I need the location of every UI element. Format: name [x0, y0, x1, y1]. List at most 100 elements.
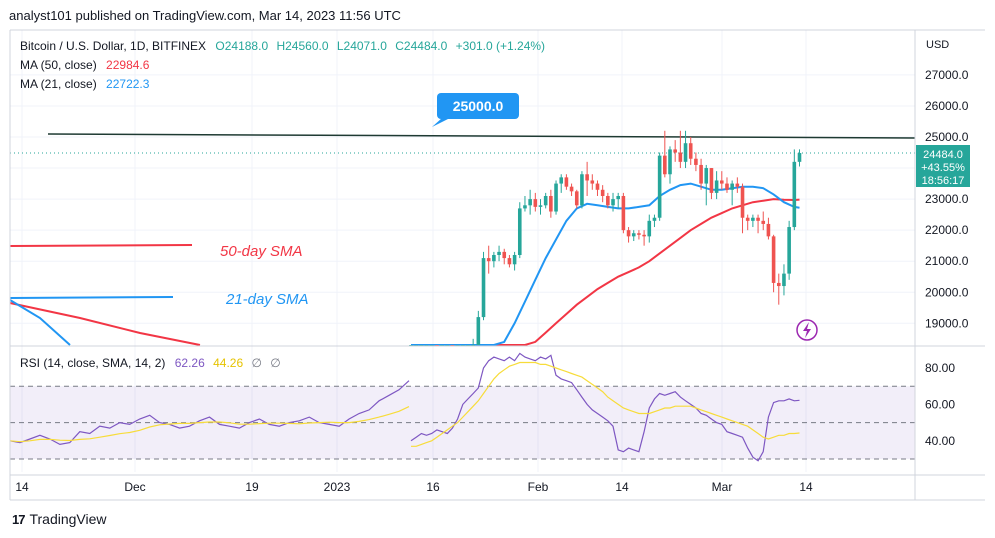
candle-body — [704, 168, 709, 184]
candle-body — [756, 217, 760, 221]
candle-body — [512, 254, 517, 265]
candle-body — [564, 177, 569, 187]
candle-body — [585, 174, 589, 181]
candle-body — [595, 183, 600, 190]
candle-body — [652, 217, 657, 221]
candle-body — [580, 174, 584, 206]
candle-body — [771, 236, 776, 283]
last-price-change: +43.55% — [921, 162, 965, 174]
candle-body — [523, 205, 527, 209]
candle-body — [631, 233, 636, 237]
rsi-value: 62.26 — [174, 356, 205, 370]
candle-body — [600, 189, 605, 196]
candle-body — [720, 180, 724, 184]
candle-body — [766, 223, 771, 237]
candle-body — [517, 208, 522, 255]
rsi-legend[interactable]: RSI (14, close, SMA, 14, 2) 62.26 44.26 … — [20, 356, 281, 370]
empty-indicator-1: ∅ — [251, 356, 262, 370]
candle-body — [782, 273, 786, 287]
price-tick-label: 21000.0 — [925, 254, 969, 268]
sma50-annotation: 50-day SMA — [220, 243, 303, 260]
candle-body — [559, 177, 564, 184]
candle-body — [497, 251, 501, 255]
last-price-tag: 24484.0 +43.55% 18:56:17 — [916, 145, 970, 187]
candle-body — [657, 155, 662, 218]
candle-body — [647, 220, 652, 237]
ma21-legend[interactable]: MA (21, close) 22722.3 — [20, 77, 149, 91]
candle-body — [606, 195, 610, 206]
rsi-sma-line-early — [9, 406, 410, 443]
time-tick-label: 14 — [615, 480, 629, 494]
time-tick-label: 14 — [799, 480, 813, 494]
rsi-tick-label: 40.00 — [925, 434, 955, 448]
price-tick-label: 25000.0 — [925, 130, 969, 144]
candle-body — [507, 258, 512, 265]
resistance-value: 25000.0 — [453, 98, 504, 114]
candle-body — [616, 195, 620, 200]
rsi-tick-label: 60.00 — [925, 397, 955, 411]
candle-body — [543, 195, 548, 206]
footer-brand[interactable]: 17 TradingView — [12, 511, 107, 527]
candle-body — [637, 233, 641, 235]
price-tick-label: 22000.0 — [925, 223, 969, 237]
price-tick-label: 23000.0 — [925, 192, 969, 206]
candle-body — [590, 180, 595, 184]
candle-body — [642, 234, 646, 237]
time-tick-label: Mar — [712, 480, 733, 494]
currency-label: USD — [926, 39, 949, 51]
candle-body — [730, 183, 734, 190]
candle-body — [574, 191, 579, 206]
price-tick-label: 27000.0 — [925, 68, 969, 82]
candle-body — [486, 258, 491, 262]
candle-body — [735, 183, 740, 187]
price-tick-label: 19000.0 — [925, 316, 969, 330]
rsi-label: RSI (14, close, SMA, 14, 2) — [20, 356, 166, 370]
candle-body — [797, 153, 802, 162]
rsi-sma-line — [411, 361, 800, 447]
time-tick-label: 16 — [426, 480, 440, 494]
symbol-name[interactable]: Bitcoin / U.S. Dollar, 1D, BITFINEX — [20, 39, 207, 53]
publish-header: analyst101 published on TradingView.com,… — [9, 8, 401, 23]
candle-body — [683, 143, 688, 162]
ma21-label: MA (21, close) — [20, 77, 97, 91]
time-tick-label: 14 — [15, 480, 29, 494]
time-tick-label: 2023 — [324, 480, 351, 494]
candlestick-series — [409, 130, 802, 346]
ma50-legend[interactable]: MA (50, close) 22984.6 — [20, 58, 149, 72]
candle-body — [776, 282, 781, 287]
resistance-label[interactable]: 25000.0 — [432, 93, 519, 127]
ohlc-high: H24560.0 — [276, 39, 329, 53]
candle-body — [476, 317, 481, 345]
ohlc-change: +301.0 (+1.24%) — [455, 39, 546, 53]
time-tick-label: Feb — [528, 480, 549, 494]
candle-body — [678, 152, 683, 162]
lightning-alert-icon[interactable] — [796, 319, 818, 341]
time-tick-label: Dec — [124, 480, 145, 494]
ma50-label: MA (50, close) — [20, 58, 97, 72]
ma21-early-segment — [9, 299, 71, 346]
ohlc-open: O24188.0 — [215, 39, 269, 53]
time-tick-label: 19 — [245, 480, 259, 494]
ohlc-close: C24484.0 — [395, 39, 448, 53]
candle-body — [668, 149, 672, 175]
chart-grid — [10, 30, 915, 472]
candle-body — [621, 195, 626, 231]
candle-body — [549, 195, 553, 212]
sma21-drawn-line — [9, 296, 174, 299]
candle-body — [502, 251, 507, 259]
candle-body — [694, 158, 698, 165]
candle-body — [745, 217, 750, 221]
rsi-line-early — [9, 380, 410, 446]
candle-body — [569, 186, 574, 192]
candle-timer: 18:56:17 — [922, 175, 965, 187]
last-price: 24484.0 — [923, 149, 963, 161]
ma50-early-segment — [9, 302, 201, 346]
candle-body — [626, 230, 631, 237]
candle-body — [481, 258, 486, 318]
ma21-value: 22722.3 — [106, 77, 150, 91]
sma21-annotation: 21-day SMA — [225, 291, 309, 308]
candle-body — [611, 199, 615, 206]
candle-body — [792, 161, 797, 228]
candle-body — [751, 217, 755, 221]
candle-body — [538, 205, 543, 207]
